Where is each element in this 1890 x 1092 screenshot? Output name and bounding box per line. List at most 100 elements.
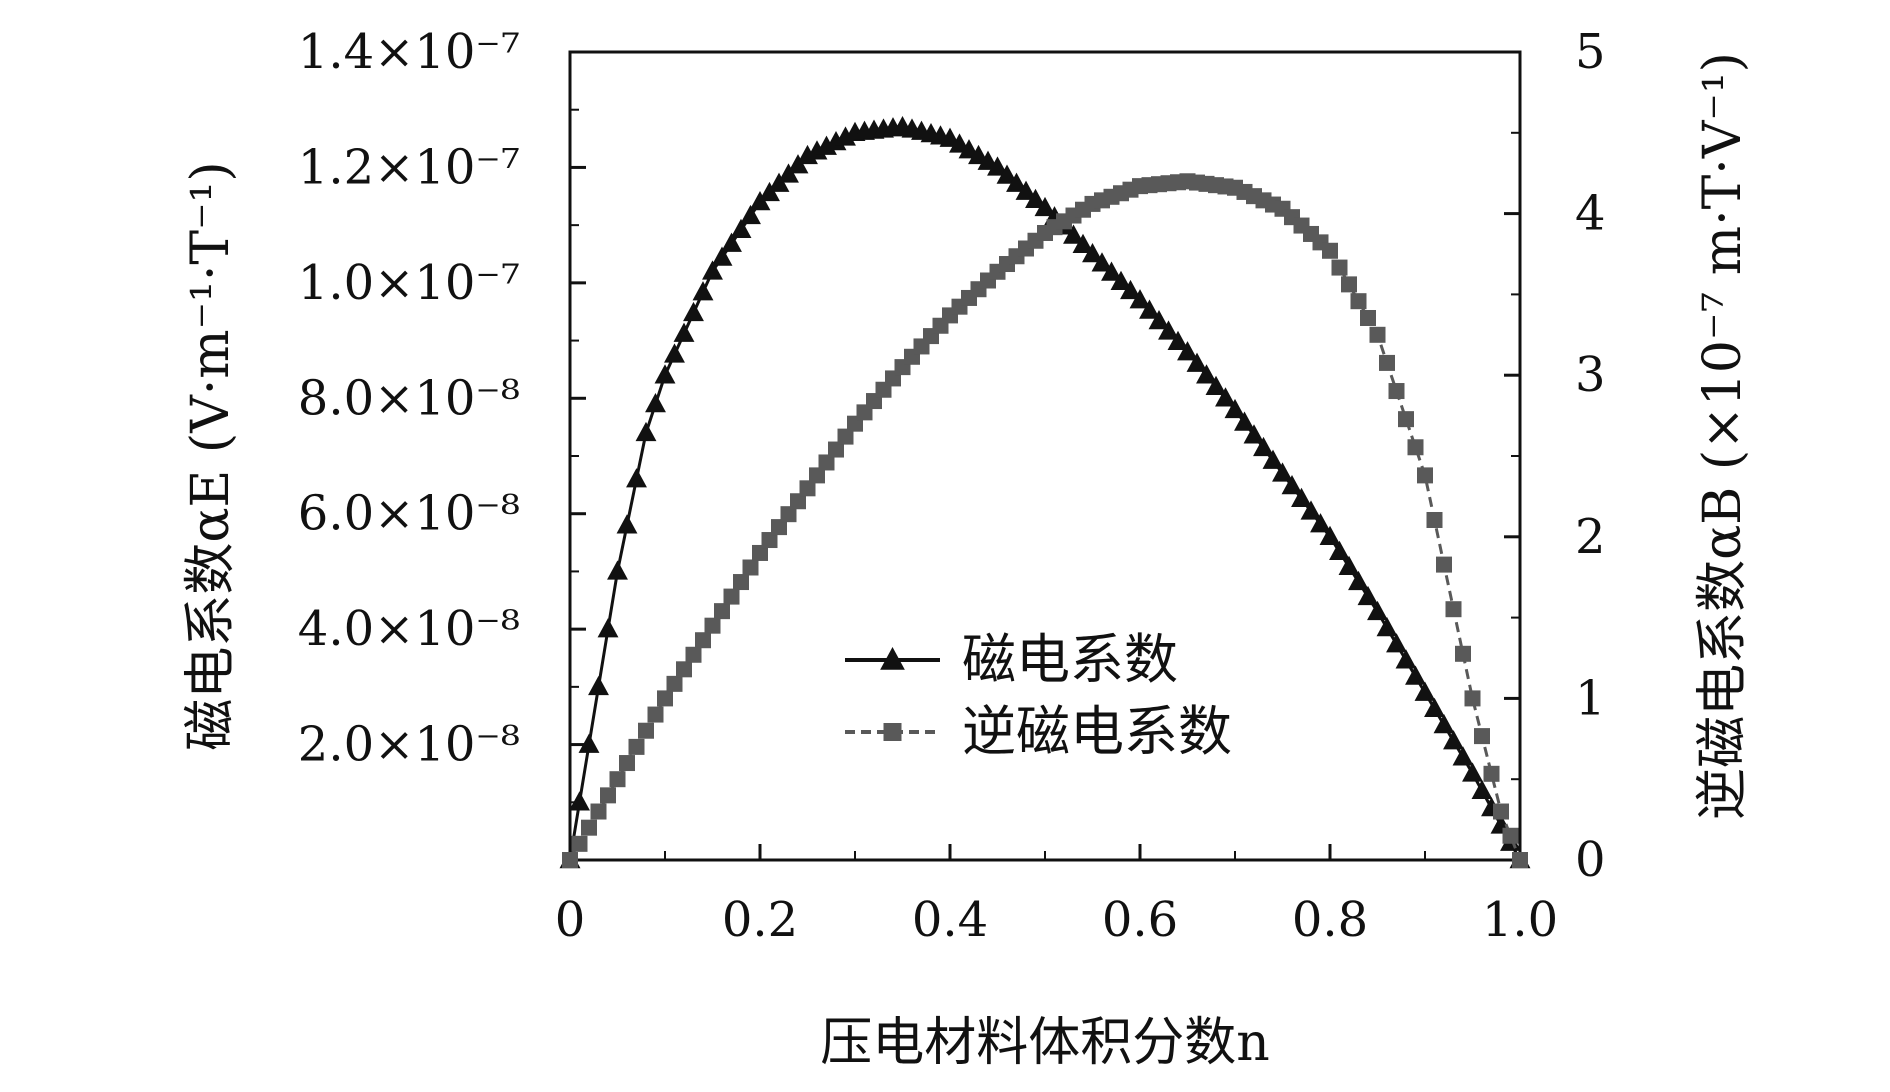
series-marker-square [752,544,768,561]
series-marker-square [609,771,626,788]
series-marker-triangle [1205,375,1227,395]
series-marker-square [695,632,711,649]
series-marker-triangle [1348,570,1369,591]
series-marker-square [761,532,778,549]
labels-layer: 压电材料体积分数n 磁电系数αE (V·m⁻¹·T⁻¹) 逆磁电系数αB (×10⁻… [181,52,1753,1073]
y-right-tick-label: 3 [1575,347,1606,403]
series-marker-square [571,835,588,852]
series-marker-square [809,467,825,484]
series-marker-square [1464,690,1481,707]
series-marker-triangle [702,260,723,280]
series-marker-triangle [597,618,619,638]
x-tick-label: 1.0 [1482,892,1558,948]
series-marker-triangle [987,156,1008,176]
series-marker-triangle [1395,649,1417,669]
series-marker-triangle [1101,261,1122,281]
series-marker-square [619,755,635,772]
x-axis-title: 压电材料体积分数n [820,1013,1270,1073]
y-left-axis-title: 磁电系数αE (V·m⁻¹·T⁻¹) [181,161,241,750]
series-marker-square [600,787,616,804]
series-marker-square [771,519,787,536]
series-marker-triangle [1034,196,1056,217]
series-marker-triangle [1082,243,1103,263]
y-left-tick-label: 2.0×10⁻⁸ [298,717,520,773]
series-marker-triangle [1129,289,1151,309]
series-marker-triangle [1148,309,1170,330]
series-marker-square [1417,467,1433,484]
series-marker-triangle [1120,279,1141,300]
series-marker-triangle [1072,233,1094,254]
series-marker-triangle [1091,252,1113,272]
series-marker-triangle [1462,762,1483,782]
series-marker-square [1512,852,1528,868]
x-tick-label: 0.6 [1102,892,1178,948]
series-marker-square [1360,309,1376,326]
series-marker-triangle [607,560,628,580]
series-marker-triangle [1424,697,1445,718]
series-marker-square [723,588,740,605]
series-marker-square [733,574,749,591]
series-marker-triangle [1357,585,1379,606]
series-marker-triangle [673,322,695,342]
series-marker-triangle [1281,475,1303,495]
series-marker-triangle [1196,364,1217,384]
series-marker-triangle [1177,341,1198,361]
series-marker-square [1493,803,1509,820]
y-right-tick-label: 5 [1575,24,1606,80]
legend-marker-triangle [880,647,905,670]
series-markers-2 [562,173,1528,868]
series-marker-square [1350,293,1367,310]
series-marker-square [1407,439,1424,456]
series-marker-triangle [1338,555,1360,576]
series-marker-square [1322,242,1338,259]
series-marker-square [790,493,806,510]
series-marker-square [638,722,654,739]
series-marker-square [1426,511,1443,528]
series-marker-square [562,852,578,868]
series-marker-triangle [1405,665,1426,685]
series-marker-triangle [578,733,600,753]
series-marker-triangle [1376,616,1398,637]
series-marker-triangle [1243,424,1265,444]
series-marker-triangle [1234,411,1255,431]
x-tick-label: 0.4 [912,892,988,948]
series-marker-triangle [1158,320,1179,340]
series-marker-square [1436,556,1452,573]
y-left-tick-label: 8.0×10⁻⁸ [298,370,520,426]
series-marker-triangle [1167,330,1189,350]
series-marker-square [818,454,835,471]
series-marker-square [628,738,645,755]
series-marker-triangle [1025,188,1046,208]
series-marker-triangle [1186,352,1208,372]
series-marker-square [657,690,673,707]
series-marker-triangle [1443,730,1464,750]
series-marker-triangle [1291,487,1312,507]
legend-marker-square [883,723,902,741]
series-marker-triangle [626,468,647,488]
series-marker-triangle [1253,436,1274,457]
series-layer [559,116,1531,869]
series-marker-square [666,675,683,692]
series-marker-square [714,603,730,620]
series-marker-triangle [616,514,638,534]
series-marker-triangle [1386,633,1407,653]
series-marker-square [1398,411,1414,428]
series-marker-square [647,706,664,723]
series-marker-triangle [721,232,742,252]
y-right-tick-label: 1 [1575,670,1606,726]
series-marker-square [1369,326,1386,343]
series-marker-triangle [1367,600,1388,621]
y-right-tick-label: 2 [1575,509,1606,565]
x-tick-label: 0.2 [722,892,798,948]
series-marker-square [1331,259,1348,276]
series-marker-square [799,480,816,497]
series-marker-triangle [996,164,1018,184]
y-right-tick-label: 4 [1575,186,1606,242]
series-marker-square [704,617,721,634]
series-marker-triangle [692,281,714,301]
y-left-tick-label: 1.0×10⁻⁷ [298,255,520,311]
series-marker-triangle [1300,500,1322,520]
y-left-tick-label: 4.0×10⁻⁸ [298,601,520,657]
